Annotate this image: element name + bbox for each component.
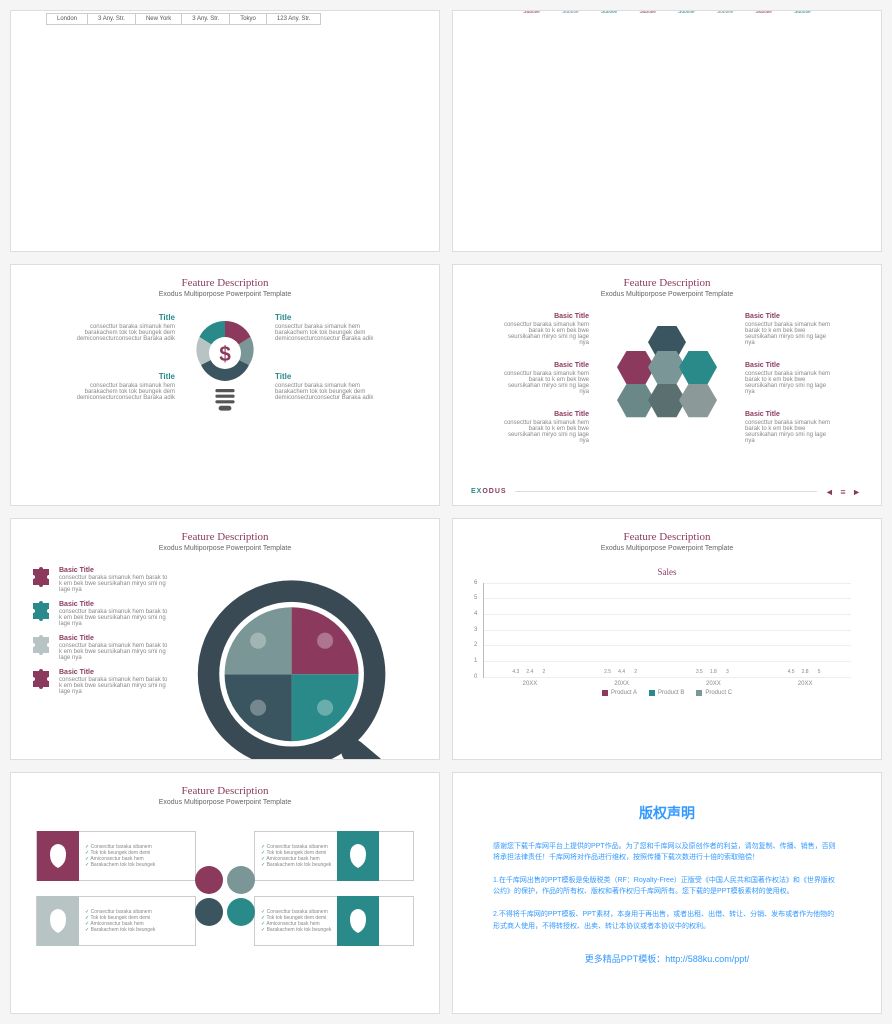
data-table: London3 Any. Str.New York3 Any. Str.Toky… — [46, 13, 321, 25]
chart-legend: Product AProduct BProduct C — [483, 690, 851, 696]
chart-title: Sales — [483, 567, 851, 577]
hexagon-cluster — [597, 326, 737, 446]
slide-subtitle: Exodus Multiporpose Powerpoint Template — [11, 291, 439, 298]
profile-box: Consecttur baraka sibanemTok tok beungek… — [254, 831, 414, 881]
magnifier-icon — [171, 567, 439, 747]
avatar-icon — [337, 896, 379, 946]
slide-magnifier: Feature Description Exodus Multiporpose … — [10, 518, 440, 760]
nav-arrows-icon: ◄ ≡ ► — [825, 487, 863, 497]
svg-text:$: $ — [219, 343, 231, 366]
footer-nav: EXODUS ◄ ≡ ► — [471, 487, 863, 497]
slide-subtitle: Exodus Multiporpose Powerpoint Template — [453, 291, 881, 298]
slide-barchart: Feature Description Exodus Multiporpose … — [452, 518, 882, 760]
slide-subtitle: Exodus Multiporpose Powerpoint Template — [453, 545, 881, 552]
avatar-icon — [337, 831, 379, 881]
copyright-title: 版权声明 — [493, 803, 841, 823]
profile-box: Consecttur baraka sibanemTok tok beungek… — [36, 896, 196, 946]
copyright-text: 感谢您下载千库网平台上提供的PPT作品。为了您和千库网以及原创作者的利益，请勿复… — [493, 841, 841, 863]
copyright-text: 2.不得将千库网的PPT模板、PPT素材，本身用于再出售，或者出租、出借、转让、… — [493, 909, 841, 931]
bar-chart: 4.32.4220XX2.54.4220XX3.51.8320XX4.52.85… — [483, 583, 851, 678]
left-text: Basic Titleconsecttur baraka simanuk hem… — [499, 313, 589, 460]
avatar-icon — [37, 831, 79, 881]
slide-table: London3 Any. Str.New York3 Any. Str.Toky… — [10, 10, 440, 252]
right-column: Titleconsecttur baraka simanuk hem barak… — [275, 313, 375, 413]
slide-hexagons: Feature Description Exodus Multiporpose … — [452, 264, 882, 506]
copyright-text: 1.在千库网出售的PPT模板是免版税类（RF：Royalty-Free）正版受《… — [493, 875, 841, 897]
slide-title: Feature Description — [453, 531, 881, 543]
slide-title: Feature Description — [11, 785, 439, 797]
center-circles — [195, 866, 255, 926]
slide-profiles: Feature Description Exodus Multiporpose … — [10, 772, 440, 1014]
slide-copyright: 版权声明 感谢您下载千库网平台上提供的PPT作品。为了您和千库网以及原创作者的利… — [452, 772, 882, 1014]
left-column: Titleconsecttur baraka simanuk hem barak… — [75, 313, 175, 413]
slide-title: Feature Description — [453, 277, 881, 289]
slide-title: Feature Description — [11, 277, 439, 289]
profile-box: Consecttur baraka sibanemTok tok beungek… — [36, 831, 196, 881]
slide-lightbulb: Feature Description Exodus Multiporpose … — [10, 264, 440, 506]
slide-subtitle: Exodus Multiporpose Powerpoint Template — [11, 545, 439, 552]
slide-subtitle: Exodus Multiporpose Powerpoint Template — [11, 799, 439, 806]
slide-title: Feature Description — [11, 531, 439, 543]
slide-subtitles: SubtitleSubtitleSubtitleSubtitleSubtitle… — [452, 10, 882, 252]
profile-box: Consecttur baraka sibanemTok tok beungek… — [254, 896, 414, 946]
avatar-icon — [37, 896, 79, 946]
lightbulb-icon: $ — [185, 313, 265, 433]
puzzle-list: Basic Titleconsecttur baraka simanuk hem… — [31, 567, 171, 703]
more-link: 更多精品PPT模板：http://588ku.com/ppt/ — [493, 952, 841, 965]
subtitle-row: SubtitleSubtitleSubtitleSubtitleSubtitle… — [453, 10, 881, 15]
right-text: Basic Titleconsecttur baraka simanuk hem… — [745, 313, 835, 460]
